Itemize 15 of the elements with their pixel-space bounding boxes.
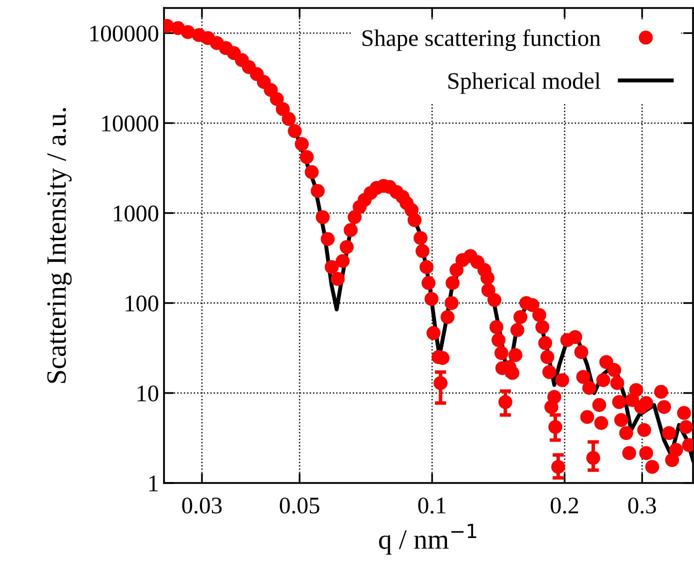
y-tick-label: 10000 (102, 116, 158, 132)
y-tick-label: 100 (126, 296, 158, 312)
x-tick-label: 0.2 (550, 498, 578, 514)
y-tick-label: 1 (149, 476, 158, 492)
y-tick-label: 10 (138, 386, 158, 402)
y-axis-title: Scattering Intensity / a.u. (47, 108, 72, 383)
x-tick-label: 0.1 (418, 498, 446, 514)
x-tick-label: 0.03 (182, 498, 222, 514)
legend-label: Spherical model (448, 72, 600, 94)
x-tick-label: 0.05 (280, 498, 320, 514)
y-tick-label: 100000 (90, 26, 158, 42)
legend-label: Shape scattering function (362, 29, 601, 51)
x-tick-label: 0.3 (628, 498, 656, 514)
y-tick-label: 1000 (114, 206, 158, 222)
x-axis-title: q / nm$^{−1}$ (379, 524, 476, 555)
